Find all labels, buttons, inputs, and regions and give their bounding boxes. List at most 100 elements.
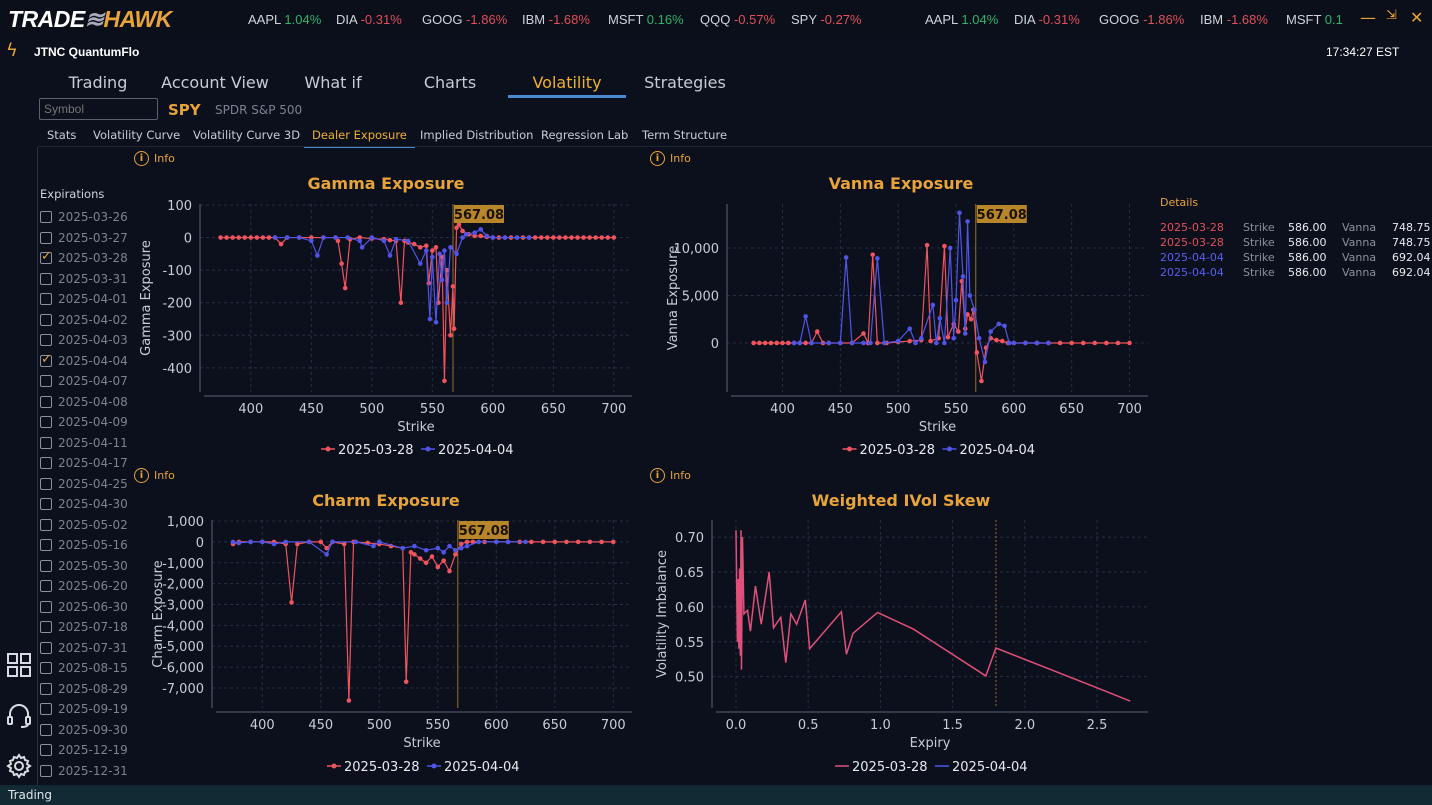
expiration-checkbox[interactable] bbox=[40, 352, 52, 367]
expiration-item[interactable]: 2025-04-02 bbox=[40, 313, 128, 327]
headset-icon[interactable] bbox=[6, 703, 32, 729]
dashboard-icon[interactable] bbox=[6, 652, 32, 678]
expiration-checkbox[interactable] bbox=[40, 498, 52, 510]
expiration-checkbox[interactable] bbox=[40, 703, 52, 715]
expiration-checkbox[interactable] bbox=[40, 621, 52, 633]
subtab-dealer-exposure[interactable]: Dealer Exposure bbox=[304, 128, 415, 148]
y-tick-label: 0 bbox=[711, 337, 719, 352]
expiration-item[interactable]: 2025-05-16 bbox=[40, 538, 128, 552]
expiration-item[interactable]: 2025-05-02 bbox=[40, 518, 128, 532]
expiration-item[interactable]: 2025-04-09 bbox=[40, 415, 128, 429]
expiration-checkbox[interactable] bbox=[40, 249, 52, 264]
ticker-ibm[interactable]: IBM -1.68% bbox=[1200, 12, 1268, 27]
data-point bbox=[868, 340, 873, 346]
expiration-item[interactable]: 2025-04-30 bbox=[40, 497, 128, 511]
expiration-checkbox[interactable] bbox=[40, 272, 52, 285]
expiration-checkbox[interactable] bbox=[40, 457, 52, 469]
expiration-item[interactable]: 2025-09-30 bbox=[40, 723, 128, 737]
expiration-checkbox[interactable] bbox=[40, 744, 52, 756]
symbol-input[interactable] bbox=[39, 98, 158, 120]
ticker-aapl[interactable]: AAPL 1.04% bbox=[248, 12, 321, 27]
expiration-checkbox[interactable] bbox=[40, 764, 52, 777]
expiration-checkbox[interactable] bbox=[40, 559, 52, 572]
expiration-item[interactable]: 2025-06-20 bbox=[40, 579, 128, 593]
ticker-ibm[interactable]: IBM -1.68% bbox=[522, 12, 590, 27]
expiration-item[interactable]: 2025-07-18 bbox=[40, 620, 128, 634]
expiration-item[interactable]: 2025-12-31 bbox=[40, 764, 128, 778]
tab-charts[interactable]: Charts bbox=[423, 73, 477, 92]
tab-trading[interactable]: Trading bbox=[68, 73, 128, 92]
ticker-aapl[interactable]: AAPL 1.04% bbox=[925, 12, 998, 27]
subtab-regression-lab[interactable]: Regression Lab bbox=[541, 128, 629, 142]
expiration-item[interactable]: 2025-03-26 bbox=[40, 210, 128, 224]
expiration-item[interactable]: 2025-04-25 bbox=[40, 477, 128, 491]
expiration-item[interactable]: 2025-07-31 bbox=[40, 641, 128, 655]
expiration-checkbox[interactable] bbox=[40, 641, 52, 654]
expiration-item[interactable]: 2025-04-01 bbox=[40, 292, 128, 306]
expiration-item[interactable]: 2025-04-11 bbox=[40, 436, 128, 450]
info-button-charm[interactable]: i Info bbox=[134, 468, 175, 483]
tab-what-if[interactable]: What if bbox=[304, 73, 362, 92]
x-tick-label: 450 bbox=[308, 718, 333, 733]
data-point bbox=[441, 550, 446, 555]
expiration-item[interactable]: 2025-03-31 bbox=[40, 272, 128, 286]
expiration-item[interactable]: 2025-06-30 bbox=[40, 600, 128, 614]
expiration-checkbox[interactable] bbox=[40, 313, 52, 326]
expiration-item[interactable]: 2025-08-29 bbox=[40, 682, 128, 696]
subtab-implied-distribution[interactable]: Implied Distribution bbox=[420, 128, 534, 142]
expiration-item[interactable]: 2025-12-19 bbox=[40, 743, 128, 757]
data-point bbox=[526, 235, 532, 240]
expiration-checkbox[interactable] bbox=[40, 600, 52, 613]
expiration-item[interactable]: 2025-04-08 bbox=[40, 395, 128, 409]
expiration-item[interactable]: 2025-04-03 bbox=[40, 333, 128, 347]
data-point bbox=[849, 340, 855, 346]
expiration-checkbox[interactable] bbox=[40, 723, 52, 736]
tab-account-view[interactable]: Account View bbox=[161, 73, 269, 92]
expiration-checkbox[interactable] bbox=[40, 539, 52, 551]
expiration-checkbox[interactable] bbox=[40, 682, 52, 695]
info-button-vanna[interactable]: i Info bbox=[650, 151, 691, 166]
expiration-item[interactable]: 2025-03-28 bbox=[40, 249, 128, 265]
expiration-checkbox[interactable] bbox=[40, 395, 52, 408]
ticker-qqq[interactable]: QQQ -0.57% bbox=[700, 12, 775, 27]
expiration-checkbox[interactable] bbox=[40, 293, 52, 305]
restore-icon[interactable]: ⇲ bbox=[1386, 8, 1397, 23]
expiration-checkbox[interactable] bbox=[40, 436, 52, 449]
expiration-checkbox[interactable] bbox=[40, 518, 52, 531]
ticker-goog[interactable]: GOOG -1.86% bbox=[422, 12, 507, 27]
expiration-checkbox[interactable] bbox=[40, 375, 52, 387]
tab-volatility[interactable]: Volatility bbox=[508, 73, 626, 98]
subtab-volatility-curve[interactable]: Volatility Curve bbox=[93, 128, 181, 142]
expiration-checkbox[interactable] bbox=[40, 477, 52, 490]
expiration-item[interactable]: 2025-08-15 bbox=[40, 661, 128, 675]
subtab-term-structure[interactable]: Term Structure bbox=[642, 128, 728, 142]
ticker-dia[interactable]: DIA -0.31% bbox=[1014, 12, 1080, 27]
close-button[interactable]: ✕ bbox=[1410, 8, 1424, 27]
ticker-msft[interactable]: MSFT 0.16% bbox=[608, 12, 684, 27]
info-button-skew[interactable]: i Info bbox=[650, 468, 691, 483]
expiration-checkbox[interactable] bbox=[40, 231, 52, 244]
expiration-checkbox[interactable] bbox=[40, 334, 52, 346]
settings-icon[interactable] bbox=[6, 753, 32, 779]
expiration-item[interactable]: 2025-05-30 bbox=[40, 559, 128, 573]
details-key: Vanna bbox=[1342, 236, 1377, 249]
ticker-spy[interactable]: SPY -0.27% bbox=[791, 12, 862, 27]
expiration-checkbox[interactable] bbox=[40, 580, 52, 592]
expiration-checkbox[interactable] bbox=[40, 662, 52, 674]
expiration-checkbox[interactable] bbox=[40, 416, 52, 428]
data-point bbox=[587, 539, 593, 545]
subtab-stats[interactable]: Stats bbox=[47, 128, 77, 142]
expiration-item[interactable]: 2025-04-17 bbox=[40, 456, 128, 470]
subtab-volatility-curve-3d[interactable]: Volatility Curve 3D bbox=[193, 128, 301, 142]
ticker-goog[interactable]: GOOG -1.86% bbox=[1099, 12, 1184, 27]
expiration-item[interactable]: 2025-09-19 bbox=[40, 702, 128, 716]
expiration-item[interactable]: 2025-03-27 bbox=[40, 231, 128, 245]
tab-strategies[interactable]: Strategies bbox=[644, 73, 726, 92]
expiration-item[interactable]: 2025-04-07 bbox=[40, 374, 128, 388]
ticker-dia[interactable]: DIA -0.31% bbox=[336, 12, 402, 27]
minimize-button[interactable]: — bbox=[1360, 8, 1376, 27]
info-button-gamma[interactable]: i Info bbox=[134, 151, 175, 166]
ticker-msft[interactable]: MSFT 0.1 bbox=[1286, 12, 1343, 27]
expiration-item[interactable]: 2025-04-04 bbox=[40, 352, 128, 368]
expiration-checkbox[interactable] bbox=[40, 211, 52, 223]
